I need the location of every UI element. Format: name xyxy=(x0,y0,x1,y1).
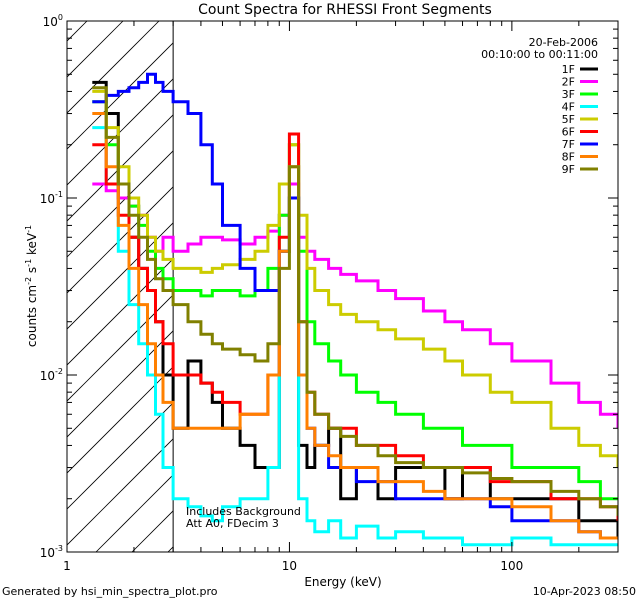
hatch-line xyxy=(0,21,15,552)
footer-generated-by: Generated by hsi_min_spectra_plot.pro xyxy=(2,585,218,598)
hatch-line xyxy=(67,78,174,186)
y-axis: 100 10-1 10-2 10-3 xyxy=(40,13,618,560)
hatch-line xyxy=(67,186,174,294)
x-tick-label: 10 xyxy=(282,559,297,573)
hatch-line xyxy=(67,21,160,114)
time-range-label: 00:10:00 to 00:11:00 xyxy=(481,48,598,61)
y-tick-label: 10-1 xyxy=(40,190,63,206)
hatch-line xyxy=(67,114,174,222)
legend-label-4F: 4F xyxy=(562,101,575,114)
x-tick-label: 100 xyxy=(500,559,523,573)
legend-label-2F: 2F xyxy=(562,76,575,89)
y-label-sup-3: -1 xyxy=(24,225,33,233)
hatch-line xyxy=(276,21,640,552)
hatch-line xyxy=(67,402,174,510)
annotation-background: Includes Background xyxy=(186,505,301,518)
x-axis: 1 10 100 xyxy=(63,21,619,573)
legend-label-1F: 1F xyxy=(562,63,575,76)
legend-label-3F: 3F xyxy=(562,88,575,101)
series-line-6F xyxy=(92,132,618,521)
hatch-line xyxy=(600,21,640,552)
y-axis-label: counts cm-2 s-1 keV-1 xyxy=(24,225,39,347)
hatch-line xyxy=(564,21,640,552)
series-lines xyxy=(92,72,618,547)
y-label-sup-2: -1 xyxy=(24,259,33,267)
hatch-line xyxy=(420,21,640,552)
hatch-line xyxy=(528,21,640,552)
chart-title: Count Spectra for RHESSI Front Segments xyxy=(198,2,492,18)
plot-frame xyxy=(66,20,619,553)
series-line-5F xyxy=(92,89,618,468)
hatch-line xyxy=(67,258,174,366)
y-tick-label: 10-3 xyxy=(40,544,63,560)
hatch-line xyxy=(67,438,174,546)
hatch-line xyxy=(67,366,174,474)
y-label-mid-2: keV xyxy=(25,232,39,259)
series-line-9F xyxy=(92,86,618,516)
y-tick-label: 10-2 xyxy=(40,367,63,383)
legend-label-7F: 7F xyxy=(562,138,575,151)
hatch-line xyxy=(67,222,174,330)
x-tick-label: 1 xyxy=(63,559,71,573)
annotation-attenuator: Att A0, FDecim 3 xyxy=(186,517,279,530)
hatch-line xyxy=(348,21,640,552)
y-label-sup-1: -2 xyxy=(24,277,33,285)
legend-label-8F: 8F xyxy=(562,151,575,164)
y-label-base: counts cm xyxy=(25,285,39,347)
legend-label-9F: 9F xyxy=(562,163,575,176)
hatch-line xyxy=(384,21,640,552)
hatch-line xyxy=(67,330,174,438)
date-label: 20-Feb-2006 xyxy=(529,36,598,49)
footer-timestamp: 10-Apr-2023 08:50 xyxy=(533,585,636,598)
legend-label-6F: 6F xyxy=(562,126,575,139)
legend-label-5F: 5F xyxy=(562,113,575,126)
x-axis-label: Energy (keV) xyxy=(304,575,381,589)
y-tick-label: 100 xyxy=(43,13,63,29)
y-label-mid-1: s xyxy=(25,267,39,277)
